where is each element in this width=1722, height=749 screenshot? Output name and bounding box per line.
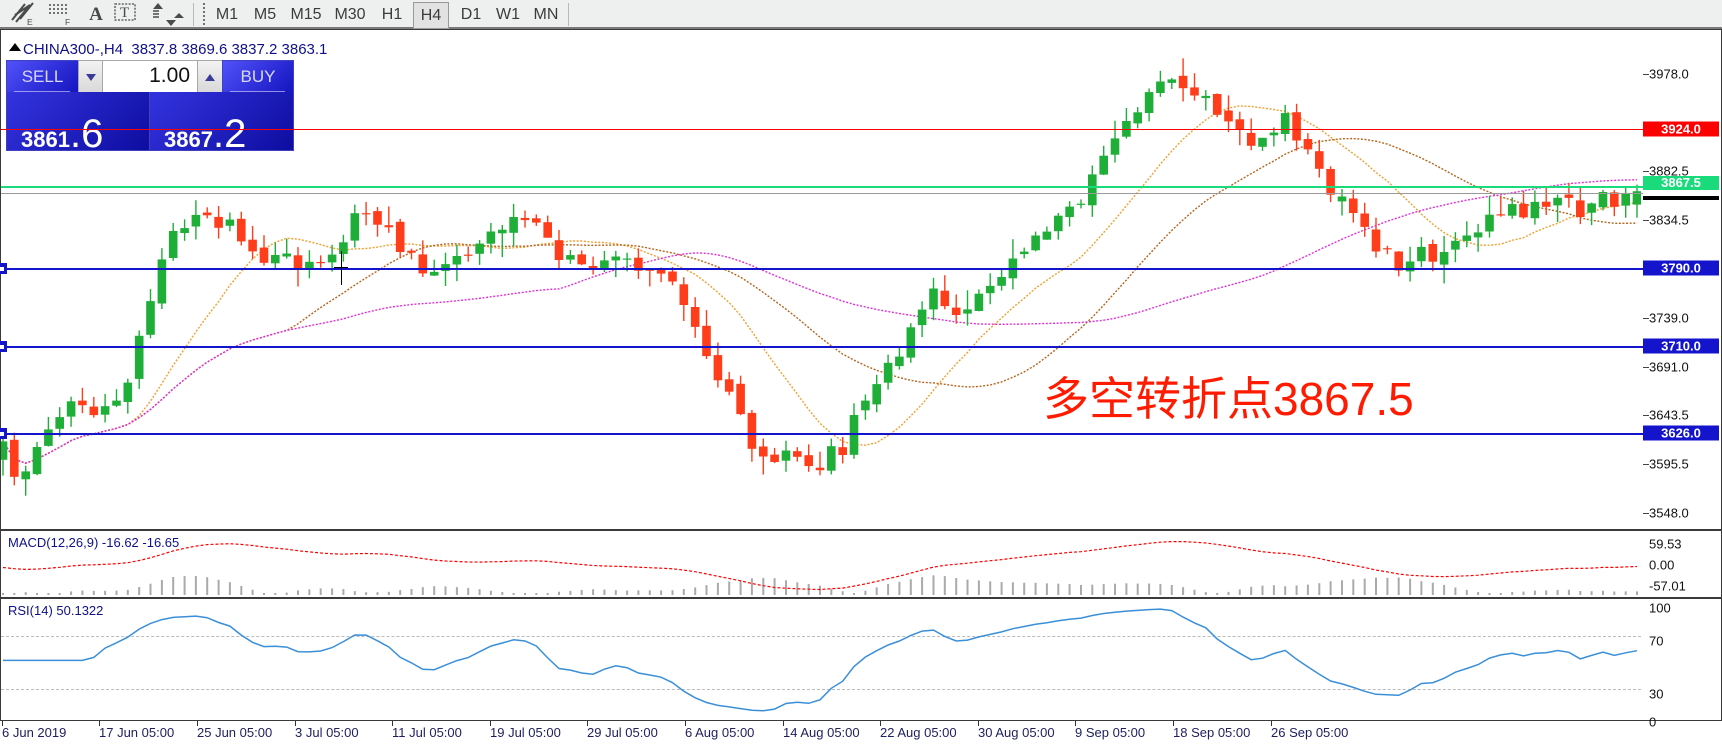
svg-text:T: T — [120, 5, 129, 21]
svg-text:E: E — [27, 17, 33, 27]
svg-text:F: F — [65, 17, 70, 27]
